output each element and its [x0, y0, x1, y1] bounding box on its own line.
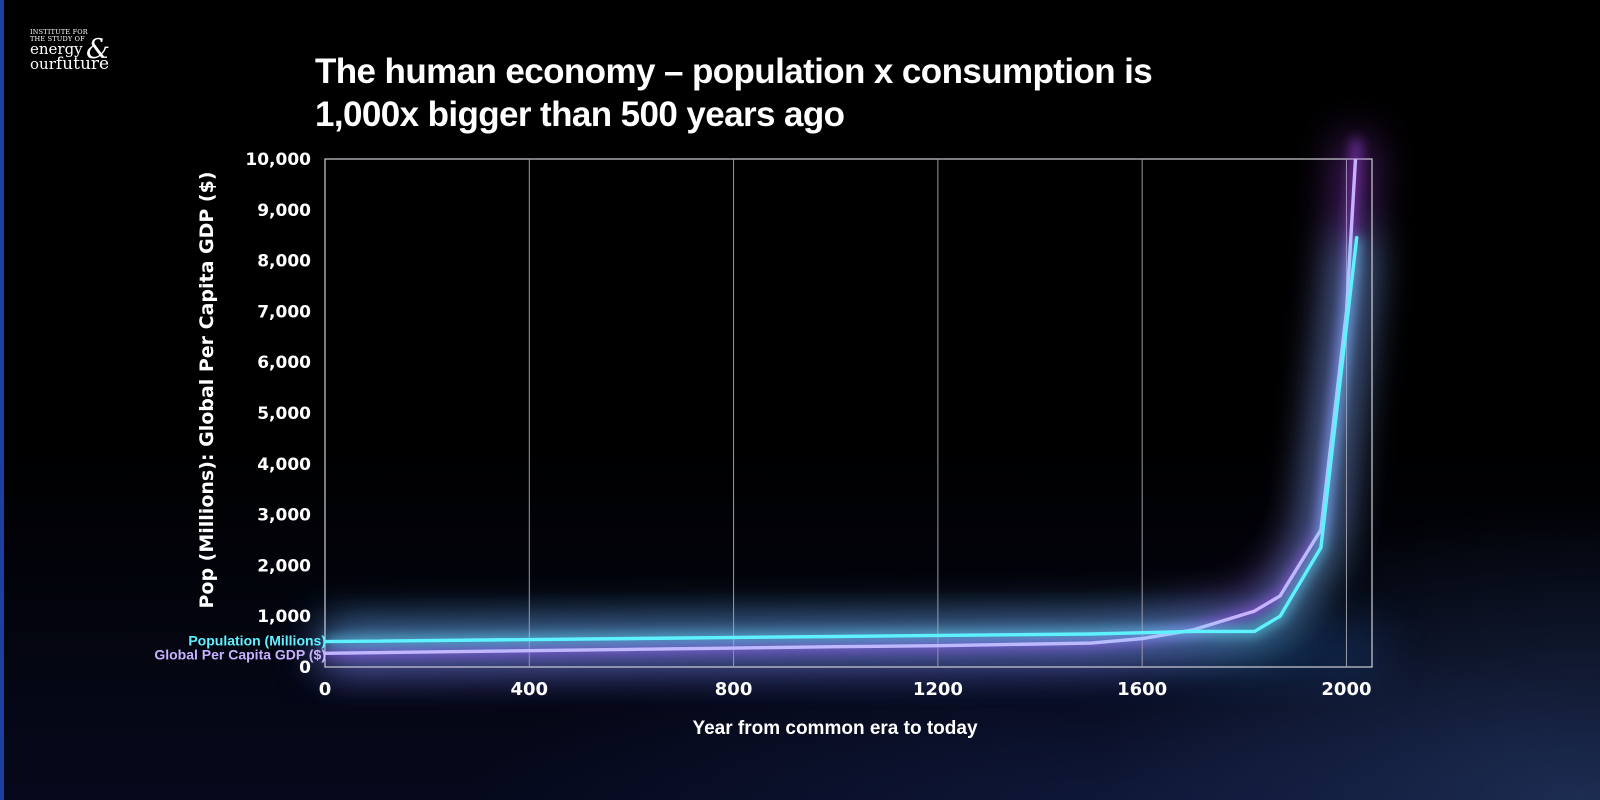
series-glow-layer	[315, 137, 1382, 677]
y-tick-label: 10,000	[245, 150, 311, 170]
series-line	[323, 159, 1358, 655]
logo-ampersand: &	[86, 34, 111, 65]
x-tick-label: 1200	[913, 679, 963, 700]
legend-layer: Population (Millions)Global Per Capita G…	[154, 633, 326, 663]
institute-logo: INSTITUTE FOR THE STUDY OF energy & ourf…	[30, 28, 150, 78]
y-tick-label: 6,000	[257, 353, 311, 373]
y-tick-label: 9,000	[257, 201, 311, 221]
chart-title: The human economy – population x consump…	[315, 50, 1315, 136]
y-tick-label: 0	[299, 658, 311, 678]
series-glow	[324, 137, 1371, 668]
left-edge-accent	[0, 0, 4, 800]
x-tick-label: 2000	[1321, 679, 1371, 700]
logo-word-future: future	[55, 54, 110, 74]
x-tick-label: 1600	[1117, 679, 1167, 700]
y-tick-label: 1,000	[257, 607, 311, 627]
x-tick-label: 0	[319, 679, 332, 700]
y-tick-label: 5,000	[257, 404, 311, 424]
y-tick-label: 2,000	[257, 556, 311, 576]
y-tick-label: 4,000	[257, 455, 311, 475]
y-tick-label: 3,000	[257, 506, 311, 526]
logo-line1: INSTITUTE FOR	[30, 28, 88, 36]
series-layer	[323, 138, 1361, 658]
tick-label-layer: 0 400 800 1200 1600 2000 0 1,000 2,000 3,000 4,000…	[245, 150, 1371, 700]
series-line	[323, 236, 1359, 644]
x-axis-label: Year from common era to today	[692, 718, 978, 739]
plot-frame	[324, 158, 1373, 668]
y-tick-label: 8,000	[257, 252, 311, 272]
logo-word-energy: energy	[30, 40, 83, 58]
y-tick-label: 7,000	[257, 302, 311, 322]
y-axis-label: Pop (Millions): Global Per Capita GDP ($…	[196, 171, 218, 608]
series-label: Global Per Capita GDP ($)	[154, 646, 326, 662]
x-tick-label: 400	[511, 679, 549, 700]
logo-word-our: our	[30, 55, 56, 73]
series-halo	[324, 237, 1361, 646]
chart-title-line2: 1,000x bigger than 500 years ago	[315, 95, 845, 134]
grid-layer	[324, 158, 1373, 668]
logo-line2: THE STUDY OF	[30, 35, 85, 43]
series-label: Population (Millions)	[188, 633, 326, 649]
chart-title-line1: The human economy – population x consump…	[315, 52, 1153, 91]
series-halo	[324, 138, 1361, 658]
series-glow	[324, 236, 1371, 656]
logo-word-our-future: ourfuture	[30, 54, 110, 74]
x-tick-label: 800	[715, 679, 753, 700]
